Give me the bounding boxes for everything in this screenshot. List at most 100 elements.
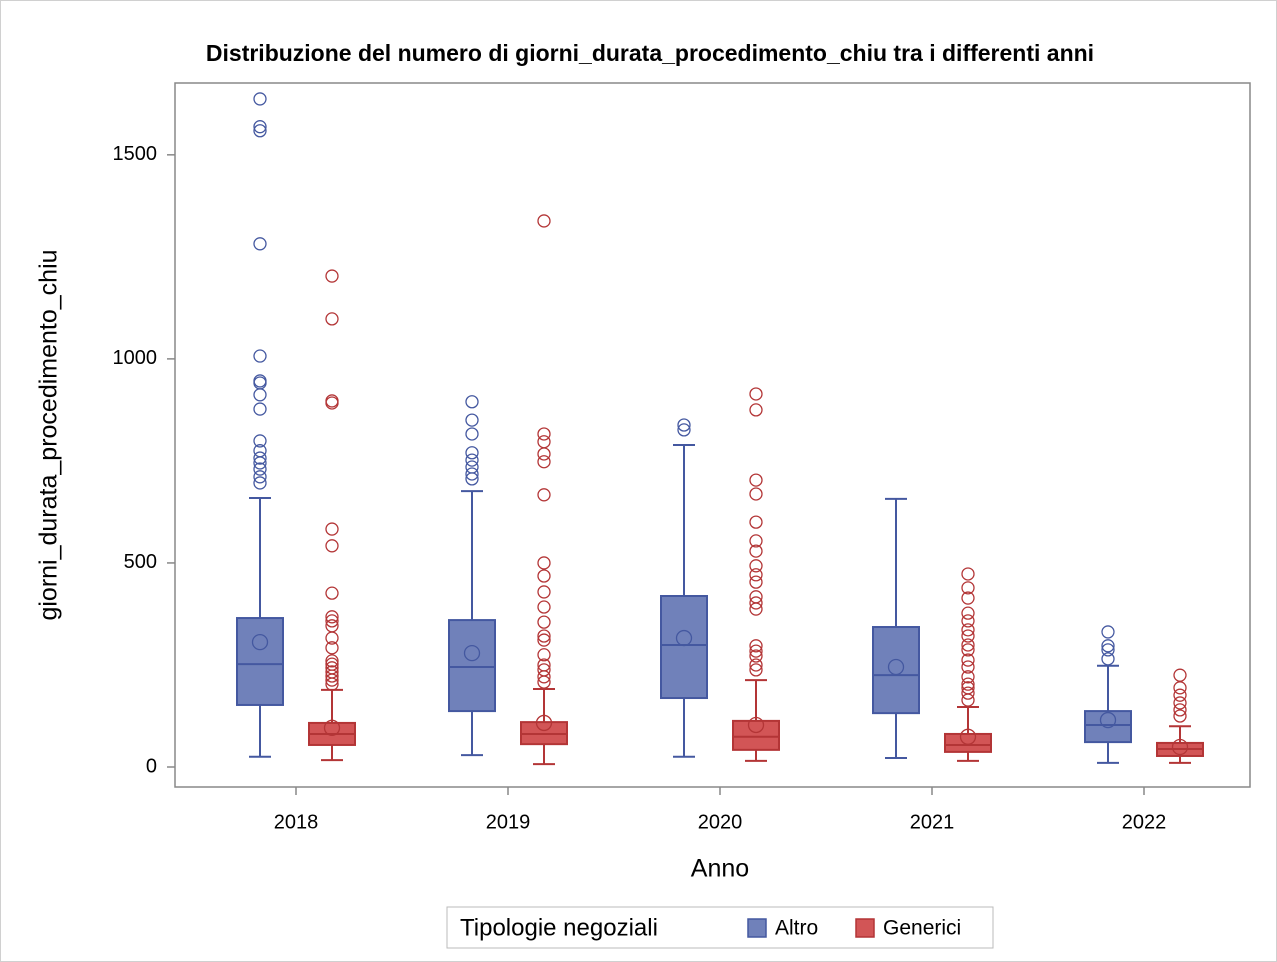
y-tick-label: 1500 <box>113 143 158 165</box>
outlier <box>325 586 339 600</box>
outlier <box>749 544 763 558</box>
outlier <box>325 669 339 683</box>
outlier <box>325 396 339 410</box>
outlier <box>537 427 551 441</box>
mean <box>323 719 341 736</box>
outlier <box>1101 625 1115 639</box>
outlier <box>961 614 975 628</box>
outlier <box>253 349 267 363</box>
outlier <box>749 663 763 677</box>
outlier <box>325 654 339 668</box>
outlier <box>749 387 763 401</box>
mean <box>1099 711 1117 729</box>
outlier <box>465 467 479 481</box>
chart-title: Distribuzione del numero di giorni_durat… <box>206 40 1094 66</box>
legend-swatch <box>855 918 875 938</box>
outlier <box>749 534 763 548</box>
outlier <box>961 653 975 667</box>
outlier <box>961 638 975 652</box>
outlier <box>253 388 267 402</box>
plot-area <box>174 82 1251 788</box>
outlier <box>749 639 763 653</box>
outlier <box>537 629 551 643</box>
outlier <box>465 446 479 460</box>
outlier <box>1101 639 1115 653</box>
mean <box>887 658 905 676</box>
outlier <box>253 237 267 251</box>
box <box>660 595 708 700</box>
outlier <box>749 602 763 616</box>
outlier <box>253 456 267 470</box>
box <box>732 719 780 751</box>
outlier <box>1173 709 1187 723</box>
outlier <box>537 488 551 502</box>
outlier <box>961 670 975 684</box>
mean <box>675 629 693 647</box>
outlier <box>961 643 975 657</box>
outlier <box>749 568 763 582</box>
outlier <box>537 648 551 662</box>
y-tick-label: 0 <box>146 755 157 777</box>
outlier <box>253 462 267 476</box>
outlier <box>961 660 975 674</box>
outlier <box>325 614 339 628</box>
outlier <box>1173 703 1187 717</box>
legend-label: Altro <box>775 917 818 940</box>
outlier <box>537 633 551 647</box>
box <box>236 617 284 706</box>
outlier <box>325 677 339 691</box>
outlier <box>465 413 479 427</box>
x-axis-label: Anno <box>691 855 749 883</box>
outlier <box>537 569 551 583</box>
mean <box>747 716 765 734</box>
outlier <box>749 575 763 589</box>
x-tick-label: 2019 <box>486 811 531 833</box>
x-tick-label: 2018 <box>274 811 319 833</box>
outlier <box>253 434 267 448</box>
mean <box>251 633 269 651</box>
outlier <box>537 600 551 614</box>
mean <box>535 714 553 732</box>
outlier <box>749 658 763 672</box>
outlier <box>465 427 479 441</box>
outlier <box>325 610 339 624</box>
outlier <box>537 615 551 629</box>
y-axis-label: giorni_durata_procedimento_chiu <box>35 249 63 620</box>
legend-frame <box>446 906 994 949</box>
mean <box>1171 738 1189 756</box>
outlier <box>961 686 975 700</box>
outlier <box>1173 688 1187 702</box>
legend-label: Generici <box>883 917 961 940</box>
outlier <box>253 120 267 134</box>
mean <box>959 728 977 745</box>
outlier <box>537 455 551 469</box>
outlier <box>537 214 551 228</box>
outlier <box>1173 681 1187 695</box>
outlier <box>253 92 267 106</box>
box <box>1084 710 1132 744</box>
y-tick-label: 500 <box>124 551 157 573</box>
outlier <box>749 644 763 658</box>
outlier <box>961 677 975 691</box>
outlier <box>961 629 975 643</box>
outlier <box>253 451 267 465</box>
outlier <box>253 476 267 490</box>
outlier <box>325 631 339 645</box>
outlier <box>749 473 763 487</box>
x-tick-label: 2020 <box>698 811 743 833</box>
outlier <box>537 670 551 684</box>
outlier <box>253 470 267 484</box>
outlier <box>749 649 763 663</box>
outlier <box>537 675 551 689</box>
outlier <box>961 606 975 620</box>
outlier <box>465 472 479 486</box>
outlier <box>961 693 975 707</box>
outlier <box>325 522 339 536</box>
outlier <box>749 487 763 501</box>
outlier <box>677 423 691 437</box>
outlier <box>537 556 551 570</box>
outlier <box>1173 696 1187 710</box>
outlier <box>325 312 339 326</box>
outlier <box>1101 643 1115 657</box>
